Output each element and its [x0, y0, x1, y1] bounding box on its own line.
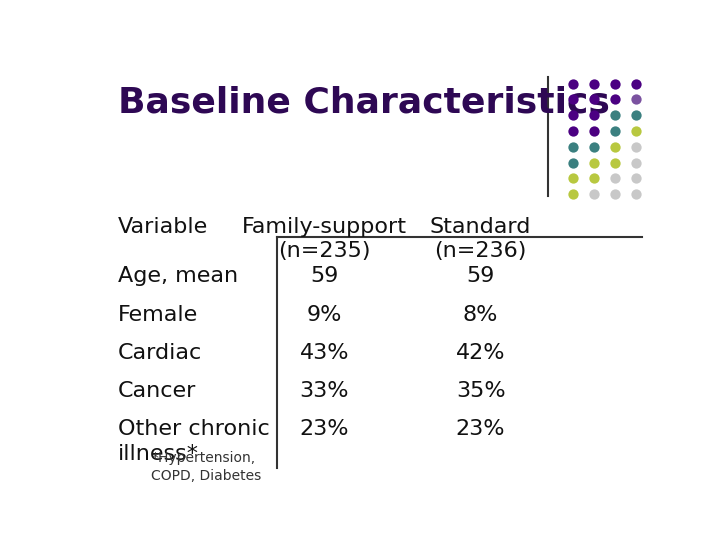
Text: Age, mean: Age, mean	[118, 266, 238, 286]
Text: Female: Female	[118, 305, 198, 325]
Text: Other chronic
illness*: Other chronic illness*	[118, 420, 270, 464]
Text: 42%: 42%	[456, 343, 505, 363]
Text: 33%: 33%	[300, 381, 349, 401]
Text: 9%: 9%	[307, 305, 342, 325]
Point	[609, 143, 621, 151]
Point	[631, 174, 642, 183]
Text: 59: 59	[310, 266, 338, 286]
Point	[567, 158, 578, 167]
Text: Variable: Variable	[118, 217, 208, 237]
Point	[588, 126, 600, 135]
Point	[631, 111, 642, 119]
Text: 43%: 43%	[300, 343, 349, 363]
Point	[631, 190, 642, 198]
Point	[609, 126, 621, 135]
Point	[588, 95, 600, 104]
Text: *Hypertension,
COPD, Diabetes: *Hypertension, COPD, Diabetes	[151, 451, 261, 483]
Text: 59: 59	[467, 266, 495, 286]
Point	[567, 143, 578, 151]
Point	[567, 190, 578, 198]
Text: Cardiac: Cardiac	[118, 343, 202, 363]
Point	[631, 95, 642, 104]
Point	[567, 111, 578, 119]
Text: 8%: 8%	[463, 305, 498, 325]
Point	[588, 158, 600, 167]
Point	[588, 111, 600, 119]
Text: Cancer: Cancer	[118, 381, 197, 401]
Point	[609, 190, 621, 198]
Point	[588, 143, 600, 151]
Point	[609, 95, 621, 104]
Text: Family-support
(n=235): Family-support (n=235)	[242, 217, 407, 261]
Point	[631, 158, 642, 167]
Point	[609, 158, 621, 167]
Point	[588, 79, 600, 88]
Text: Standard
(n=236): Standard (n=236)	[430, 217, 531, 261]
Point	[567, 79, 578, 88]
Point	[567, 174, 578, 183]
Point	[567, 126, 578, 135]
Point	[609, 174, 621, 183]
Text: Baseline Characteristics: Baseline Characteristics	[118, 85, 610, 119]
Point	[588, 174, 600, 183]
Point	[631, 126, 642, 135]
Point	[588, 190, 600, 198]
Point	[609, 79, 621, 88]
Text: 35%: 35%	[456, 381, 505, 401]
Point	[609, 111, 621, 119]
Point	[567, 95, 578, 104]
Point	[631, 143, 642, 151]
Text: 23%: 23%	[300, 420, 349, 440]
Text: 23%: 23%	[456, 420, 505, 440]
Point	[631, 79, 642, 88]
